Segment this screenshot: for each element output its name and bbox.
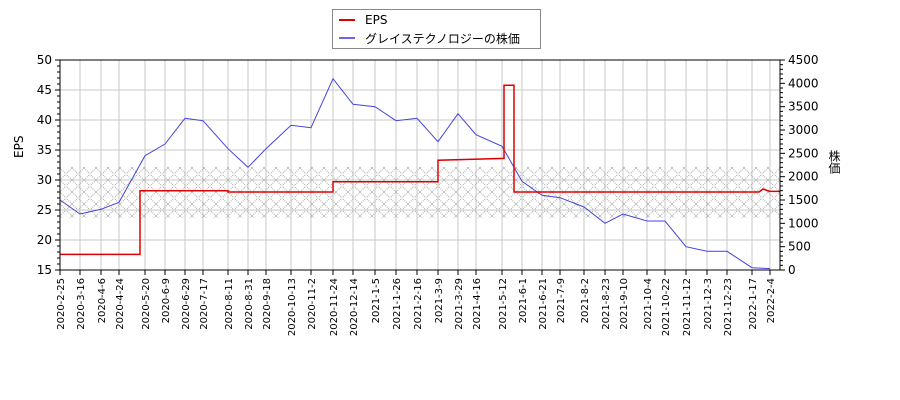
svg-text:2020-6-29: 2020-6-29 xyxy=(181,278,192,330)
legend-label-price: グレイステクノロジーの株価 xyxy=(365,31,520,46)
svg-text:2020-5-20: 2020-5-20 xyxy=(141,278,152,330)
svg-text:2020-3-16: 2020-3-16 xyxy=(76,278,87,330)
svg-text:2021-8-2: 2021-8-2 xyxy=(580,278,591,323)
right-axis: 0 500 1000 1500 2000 2500 3000 3500 4000 4500 xyxy=(780,53,819,277)
plot-frame xyxy=(59,59,781,271)
svg-text:2020-8-11: 2020-8-11 xyxy=(224,278,235,330)
svg-text:2021-9-10: 2021-9-10 xyxy=(619,278,630,330)
svg-text:2020-4-6: 2020-4-6 xyxy=(97,278,108,323)
svg-text:3500: 3500 xyxy=(788,100,819,114)
left-axis-title: EPS xyxy=(12,135,26,158)
svg-text:2021-11-12: 2021-11-12 xyxy=(682,278,693,336)
svg-text:2020-4-24: 2020-4-24 xyxy=(115,278,126,330)
svg-text:2022-2-4: 2022-2-4 xyxy=(766,278,777,323)
svg-text:1000: 1000 xyxy=(788,216,819,230)
svg-text:2020-12-14: 2020-12-14 xyxy=(349,278,360,336)
svg-text:20: 20 xyxy=(37,233,52,247)
svg-text:25: 25 xyxy=(37,203,52,217)
svg-text:2021-12-23: 2021-12-23 xyxy=(723,278,734,336)
svg-text:2021-6-1: 2021-6-1 xyxy=(518,278,529,323)
svg-text:4000: 4000 xyxy=(788,76,819,90)
svg-text:2020-2-25: 2020-2-25 xyxy=(56,278,67,330)
svg-text:2020-11-24: 2020-11-24 xyxy=(329,278,340,336)
svg-text:2021-6-21: 2021-6-21 xyxy=(538,278,549,330)
svg-text:15: 15 xyxy=(37,263,52,277)
legend-item-price: グレイステクノロジーの株価 xyxy=(333,29,520,47)
svg-text:3000: 3000 xyxy=(788,123,819,137)
left-axis: 15 20 25 30 35 40 45 50 xyxy=(37,53,60,277)
svg-text:40: 40 xyxy=(37,113,52,127)
svg-text:1500: 1500 xyxy=(788,193,819,207)
svg-text:4500: 4500 xyxy=(788,53,819,67)
svg-text:2021-10-22: 2021-10-22 xyxy=(661,278,672,336)
price-swatch-icon xyxy=(339,37,355,39)
svg-text:2021-3-9: 2021-3-9 xyxy=(434,278,445,323)
svg-text:2021-12-3: 2021-12-3 xyxy=(703,278,714,330)
legend-item-eps: EPS xyxy=(333,11,387,29)
x-axis: 2020-2-25 2020-3-16 2020-4-6 2020-4-24 2020-… xyxy=(56,270,777,336)
eps-series-line xyxy=(60,84,780,256)
svg-text:2021-5-12: 2021-5-12 xyxy=(498,278,509,330)
svg-text:50: 50 xyxy=(37,53,52,67)
svg-text:2020-8-31: 2020-8-31 xyxy=(244,278,255,330)
svg-text:2020-9-18: 2020-9-18 xyxy=(262,278,273,330)
right-axis-title: 株価 xyxy=(827,150,841,174)
svg-text:2020-11-2: 2020-11-2 xyxy=(307,278,318,330)
svg-text:2021-2-16: 2021-2-16 xyxy=(413,278,424,330)
svg-text:2021-3-29: 2021-3-29 xyxy=(454,278,465,330)
svg-text:2021-4-16: 2021-4-16 xyxy=(472,278,483,330)
svg-text:2021-7-9: 2021-7-9 xyxy=(556,278,567,323)
svg-text:2020-6-9: 2020-6-9 xyxy=(161,278,172,323)
legend-label-eps: EPS xyxy=(365,13,388,27)
svg-text:35: 35 xyxy=(37,143,52,157)
svg-text:2020-7-17: 2020-7-17 xyxy=(199,278,210,330)
svg-text:0: 0 xyxy=(788,263,796,277)
eps-swatch-icon xyxy=(339,19,355,21)
svg-text:2020-10-13: 2020-10-13 xyxy=(287,278,298,336)
svg-text:2021-1-26: 2021-1-26 xyxy=(392,278,403,330)
svg-text:2022-1-17: 2022-1-17 xyxy=(748,278,759,330)
svg-text:500: 500 xyxy=(788,240,811,254)
svg-text:2021-1-5: 2021-1-5 xyxy=(371,278,382,323)
svg-text:2000: 2000 xyxy=(788,170,819,184)
svg-text:2021-8-23: 2021-8-23 xyxy=(601,278,612,330)
grid-lines xyxy=(59,59,780,271)
legend: EPS グレイステクノロジーの株価 xyxy=(332,9,541,49)
svg-text:30: 30 xyxy=(37,173,52,187)
svg-text:2021-10-4: 2021-10-4 xyxy=(643,278,654,330)
svg-text:2500: 2500 xyxy=(788,146,819,160)
svg-text:45: 45 xyxy=(37,83,52,97)
price-series-line xyxy=(59,77,771,270)
